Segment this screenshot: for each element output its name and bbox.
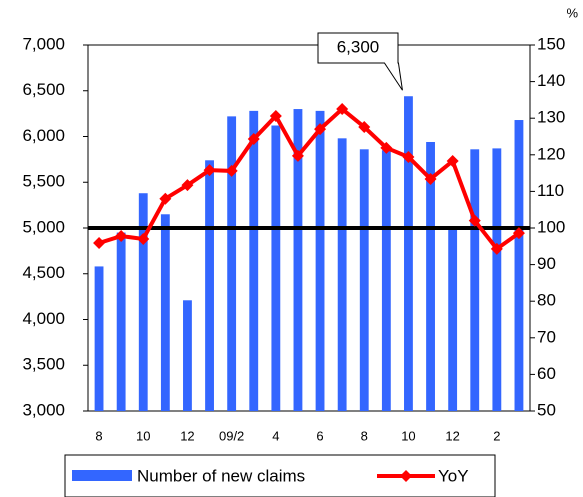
annotation: 6,300	[337, 37, 380, 56]
y-tick-label: 3,000	[22, 400, 65, 419]
x-tick-label: 09/2	[219, 428, 244, 443]
y-tick-label: 6,000	[22, 126, 65, 145]
bar	[205, 160, 214, 411]
yoy-marker	[358, 120, 371, 133]
bar	[160, 214, 170, 411]
bar	[227, 116, 237, 412]
bar	[138, 193, 148, 411]
y2-tick-label: 70	[537, 327, 556, 346]
bar	[359, 149, 369, 411]
y2-tick-label: 110	[537, 181, 564, 200]
x-tick-label: 2	[493, 428, 500, 443]
x-tick-label: 8	[95, 428, 102, 443]
y-tick-label: 5,500	[22, 172, 65, 191]
y2-tick-label: 120	[537, 144, 565, 163]
bar	[448, 228, 458, 411]
y2-tick-label: 140	[537, 71, 565, 90]
x-tick-label: 12	[180, 428, 194, 443]
bar	[293, 109, 303, 412]
yoy-marker	[203, 164, 216, 177]
yoy-marker	[314, 123, 327, 136]
yoy-marker	[115, 230, 128, 243]
yoy-marker	[291, 149, 304, 162]
yoy-marker	[247, 133, 260, 146]
legend-swatch	[72, 470, 132, 481]
bar	[249, 110, 259, 411]
y-tick-label: 4,500	[22, 263, 65, 282]
y2-tick-label: 60	[537, 364, 556, 383]
yoy-marker	[137, 232, 150, 245]
legend-label: YoY	[438, 466, 469, 485]
bar	[404, 96, 413, 412]
bar	[381, 150, 391, 411]
y2-tick-label: 100	[537, 217, 565, 236]
yoy-marker	[468, 214, 481, 227]
yoy-marker	[402, 150, 415, 163]
y-tick-label: 5,000	[22, 217, 65, 236]
x-tick-label: 10	[136, 428, 150, 443]
bar	[470, 149, 480, 411]
yoy-marker	[512, 227, 525, 240]
yoy-marker	[181, 179, 194, 192]
legend-label: Number of new claims	[137, 466, 305, 485]
x-tick-label: 4	[272, 428, 279, 443]
y2-tick-label: 50	[537, 400, 556, 419]
legend-marker	[400, 470, 412, 482]
y-tick-label: 3,500	[22, 355, 65, 374]
bar	[183, 300, 192, 411]
bar	[94, 266, 104, 411]
x-tick-label: 8	[361, 428, 368, 443]
y2-tick-label: 90	[537, 254, 556, 273]
x-tick-label: 12	[445, 428, 459, 443]
bar	[337, 138, 347, 411]
yoy-marker	[269, 110, 282, 123]
callout	[317, 32, 403, 91]
y2-tick-label: 80	[537, 291, 556, 310]
y-tick-label: 7,000	[22, 34, 65, 53]
yoy-marker	[93, 237, 106, 250]
yoy-marker	[336, 103, 349, 116]
y2-tick-label: 130	[537, 108, 565, 127]
y-tick-label: 4,000	[22, 309, 65, 328]
yoy-marker	[446, 155, 459, 168]
yoy-marker	[380, 141, 393, 154]
bar	[514, 120, 524, 411]
unit-label: %	[566, 5, 578, 20]
x-tick-label: 6	[316, 428, 323, 443]
yoy-marker	[424, 172, 437, 185]
yoy-marker	[159, 192, 172, 205]
yoy-marker	[225, 164, 238, 177]
bar	[116, 232, 126, 411]
y2-tick-label: 150	[537, 34, 565, 53]
yoy-marker	[490, 242, 503, 255]
bar	[426, 141, 435, 412]
bar	[271, 125, 281, 412]
y-tick-label: 6,500	[22, 80, 65, 99]
x-tick-label: 10	[401, 428, 415, 443]
bar	[492, 148, 502, 411]
bar	[315, 110, 325, 411]
